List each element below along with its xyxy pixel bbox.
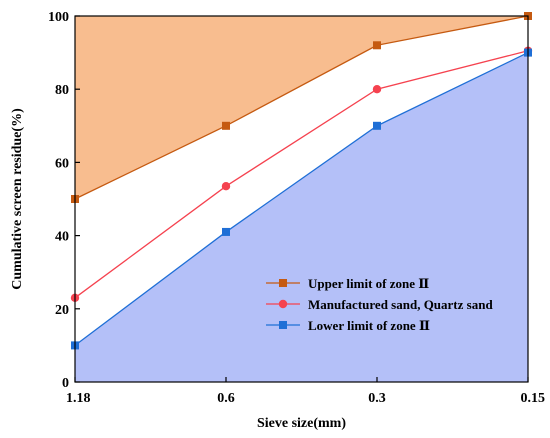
y-tick-label: 60 bbox=[55, 156, 69, 171]
series-1-point bbox=[221, 181, 231, 191]
series-0-area bbox=[75, 16, 528, 199]
series-1-line bbox=[74, 50, 529, 299]
series-1-point bbox=[372, 85, 382, 94]
y-tick-label: 0 bbox=[62, 376, 69, 391]
plot-frame bbox=[74, 15, 529, 383]
legend-label-0: Upper limit of zone Ⅱ bbox=[308, 276, 429, 291]
legend-marker-2 bbox=[279, 321, 287, 329]
axis-ticks: 0 20 40 60 80 100 1.18 0.6 0.3 0.15 bbox=[48, 10, 545, 406]
area-fills bbox=[75, 16, 528, 382]
x-tick-label: 0.15 bbox=[521, 391, 546, 406]
legend: Upper limit of zone Ⅱ Manufactured sand, … bbox=[266, 276, 493, 333]
series-2-point bbox=[222, 227, 230, 236]
y-axis-label: Cumulative screen residue(%) bbox=[10, 108, 25, 290]
x-tick-label: 1.18 bbox=[66, 391, 91, 406]
legend-marker-0 bbox=[279, 279, 287, 287]
x-tick-label: 0.6 bbox=[217, 391, 235, 406]
y-tick-label: 20 bbox=[55, 303, 69, 318]
y-tick-label: 100 bbox=[48, 10, 69, 25]
series-2-line bbox=[74, 52, 529, 346]
x-tick-label: 0.3 bbox=[368, 391, 386, 406]
series-0-line bbox=[74, 15, 529, 200]
y-tick-label: 40 bbox=[55, 230, 69, 245]
x-axis-label: Sieve size(mm) bbox=[257, 416, 346, 431]
series-2-point bbox=[373, 121, 381, 130]
y-tick-label: 80 bbox=[55, 83, 69, 98]
legend-label-2: Lower limit of zone Ⅱ bbox=[308, 318, 430, 333]
legend-label-1: Manufactured sand, Quartz sand bbox=[308, 297, 493, 312]
series-0-point bbox=[222, 121, 230, 130]
legend-marker-1 bbox=[278, 299, 288, 309]
series-2-area bbox=[75, 52, 528, 382]
series-0-point bbox=[373, 41, 381, 50]
